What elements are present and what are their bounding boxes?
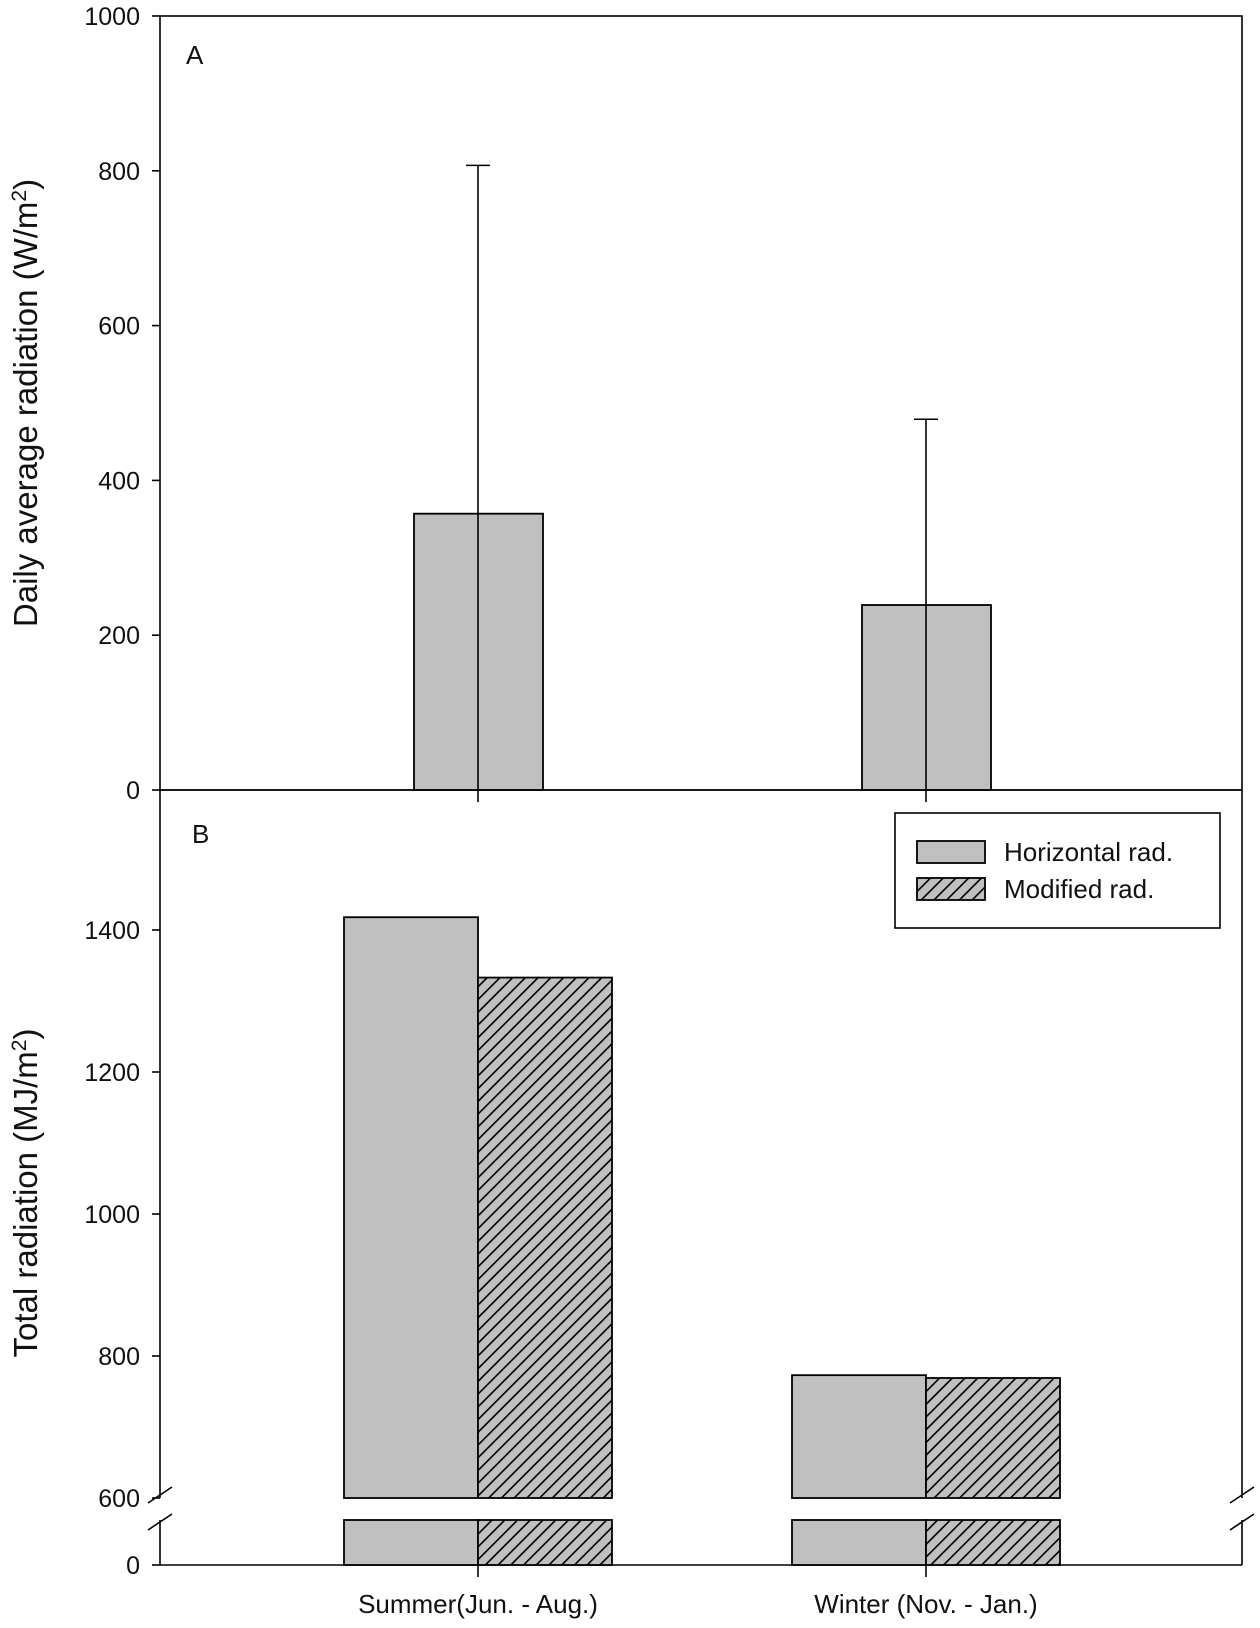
axis-break-mark-left-bottom: [147, 1513, 173, 1531]
panel-b-bar-modified: [925, 1377, 1061, 1499]
panel-b-bar-horizontal-lower: [791, 1519, 927, 1566]
panel-b-ytick-label: 600: [98, 1485, 140, 1513]
panel-a-frame: [159, 15, 1243, 791]
panel-b-ytick-label: 1200: [84, 1059, 140, 1087]
axis-break-mark-right-top: [1229, 1486, 1255, 1504]
panel-b-bar-horizontal: [791, 1374, 927, 1499]
axis-break-mark-left-top: [147, 1486, 173, 1504]
panel-b-y-axis: 0 600 800 1000 1200 1400: [84, 917, 160, 1580]
legend-label-horizontal: Horizontal rad.: [1004, 837, 1173, 867]
panel-a: A 0 200 400 600 800 1000 Daily average radiat…: [7, 3, 1243, 805]
panel-a-ytick-label: 800: [98, 158, 140, 186]
panel-a-ytick-label: 200: [98, 622, 140, 650]
panel-b-ytick-label: 0: [126, 1552, 140, 1580]
panel-b-ytick-label: 1000: [84, 1201, 140, 1229]
panel-b-bar-horizontal-lower: [343, 1519, 479, 1566]
panel-a-ytick-label: 0: [126, 777, 140, 805]
legend-swatch-horizontal: [916, 840, 986, 864]
panel-a-tag: A: [186, 40, 204, 70]
panel-b-bar-modified: [477, 976, 613, 1499]
panel-b-ytick-label: 800: [98, 1343, 140, 1371]
panel-a-bars: [413, 164, 992, 802]
legend-box: [894, 812, 1221, 929]
panel-a-ytick-label: 400: [98, 467, 140, 495]
panel-b: B 0 600 800 1000 1200 1400 Summer(Jun. - Aug.…: [7, 789, 1255, 1619]
xtick-label: Summer(Jun. - Aug.): [358, 1589, 598, 1619]
panel-a-y-axis: 0 200 400 600 800 1000: [84, 3, 160, 805]
panel-b-bar-modified-lower: [925, 1519, 1061, 1566]
x-axis: Summer(Jun. - Aug.) Winter (Nov. - Jan.): [358, 1565, 1038, 1619]
panel-b-bars: [343, 916, 1061, 1566]
panel-b-bar-horizontal: [343, 916, 479, 1499]
panel-b-ytick-label: 1400: [84, 917, 140, 945]
panel-b-ylabel: Total radiation (MJ/m2): [7, 1029, 44, 1358]
panel-a-ytick-label: 600: [98, 313, 140, 341]
legend-swatch-modified: [916, 877, 986, 901]
legend: Horizontal rad. Modified rad.: [894, 812, 1221, 929]
legend-label-modified: Modified rad.: [1004, 874, 1154, 904]
axis-break-mark-right-bottom: [1229, 1513, 1255, 1531]
xtick-label: Winter (Nov. - Jan.): [814, 1589, 1037, 1619]
panel-a-ylabel: Daily average radiation (W/m2): [7, 179, 44, 627]
panel-b-tag: B: [192, 819, 209, 849]
panel-b-bar-modified-lower: [477, 1519, 613, 1566]
panel-a-ytick-label: 1000: [84, 3, 140, 31]
